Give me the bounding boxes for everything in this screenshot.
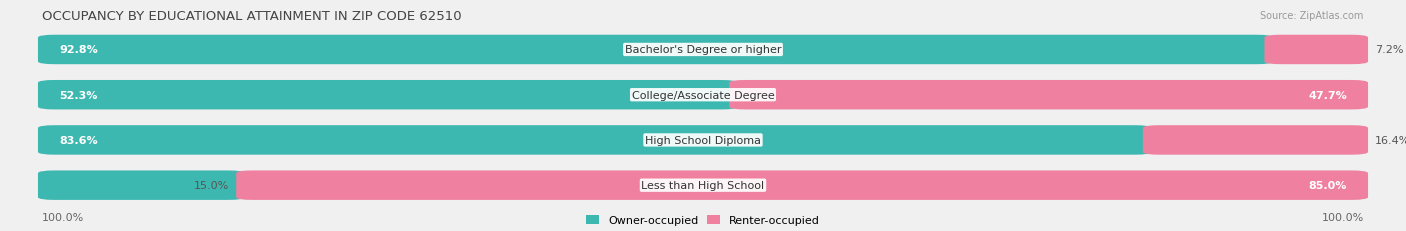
FancyBboxPatch shape bbox=[38, 126, 1152, 155]
Text: 47.7%: 47.7% bbox=[1308, 90, 1347, 100]
Text: 100.0%: 100.0% bbox=[42, 212, 84, 222]
FancyBboxPatch shape bbox=[1264, 36, 1368, 65]
Text: Bachelor's Degree or higher: Bachelor's Degree or higher bbox=[624, 45, 782, 55]
Text: High School Diploma: High School Diploma bbox=[645, 135, 761, 145]
Text: 100.0%: 100.0% bbox=[1322, 212, 1364, 222]
FancyBboxPatch shape bbox=[38, 171, 1368, 200]
Text: Less than High School: Less than High School bbox=[641, 180, 765, 190]
FancyBboxPatch shape bbox=[38, 81, 1368, 110]
FancyBboxPatch shape bbox=[730, 81, 1368, 110]
Text: OCCUPANCY BY EDUCATIONAL ATTAINMENT IN ZIP CODE 62510: OCCUPANCY BY EDUCATIONAL ATTAINMENT IN Z… bbox=[42, 10, 461, 23]
FancyBboxPatch shape bbox=[38, 81, 738, 110]
FancyBboxPatch shape bbox=[38, 36, 1272, 65]
Text: 83.6%: 83.6% bbox=[59, 135, 97, 145]
Text: 7.2%: 7.2% bbox=[1375, 45, 1403, 55]
FancyBboxPatch shape bbox=[38, 36, 1368, 65]
Text: 52.3%: 52.3% bbox=[59, 90, 97, 100]
FancyBboxPatch shape bbox=[38, 126, 1368, 155]
FancyBboxPatch shape bbox=[1143, 126, 1368, 155]
Text: College/Associate Degree: College/Associate Degree bbox=[631, 90, 775, 100]
Legend: Owner-occupied, Renter-occupied: Owner-occupied, Renter-occupied bbox=[586, 215, 820, 225]
Text: 15.0%: 15.0% bbox=[194, 180, 229, 190]
Text: 16.4%: 16.4% bbox=[1375, 135, 1406, 145]
Text: 85.0%: 85.0% bbox=[1309, 180, 1347, 190]
FancyBboxPatch shape bbox=[236, 171, 1368, 200]
Text: 92.8%: 92.8% bbox=[59, 45, 98, 55]
Text: Source: ZipAtlas.com: Source: ZipAtlas.com bbox=[1260, 11, 1364, 21]
FancyBboxPatch shape bbox=[38, 171, 245, 200]
